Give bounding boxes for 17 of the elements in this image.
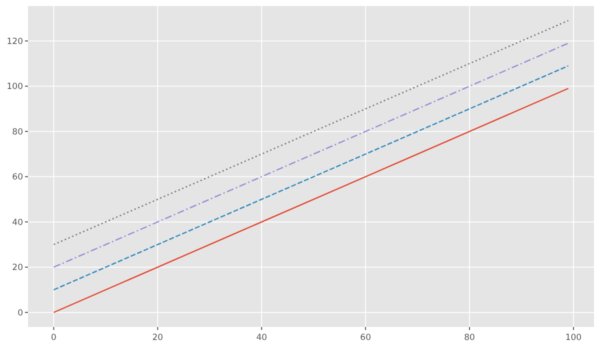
x-tick-label: 60 <box>360 333 371 343</box>
x-tick-label: 20 <box>152 333 164 343</box>
y-tick-label: 100 <box>6 82 23 92</box>
x-tick-label: 100 <box>565 333 582 343</box>
line-series <box>53 88 569 314</box>
y-tick-label: 60 <box>12 172 23 183</box>
y-tick-label: 40 <box>12 218 23 228</box>
y-tick-label: 0 <box>18 308 23 318</box>
line-series <box>53 20 569 246</box>
line-series <box>53 42 569 268</box>
line-series <box>53 65 569 290</box>
x-tick-label: 0 <box>51 333 56 343</box>
y-tick-label: 20 <box>12 263 23 274</box>
x-tick-label: 40 <box>256 333 268 343</box>
x-tick-label: 80 <box>464 333 475 343</box>
y-tick-label: 80 <box>12 127 23 138</box>
y-tick-label: 120 <box>6 36 23 47</box>
